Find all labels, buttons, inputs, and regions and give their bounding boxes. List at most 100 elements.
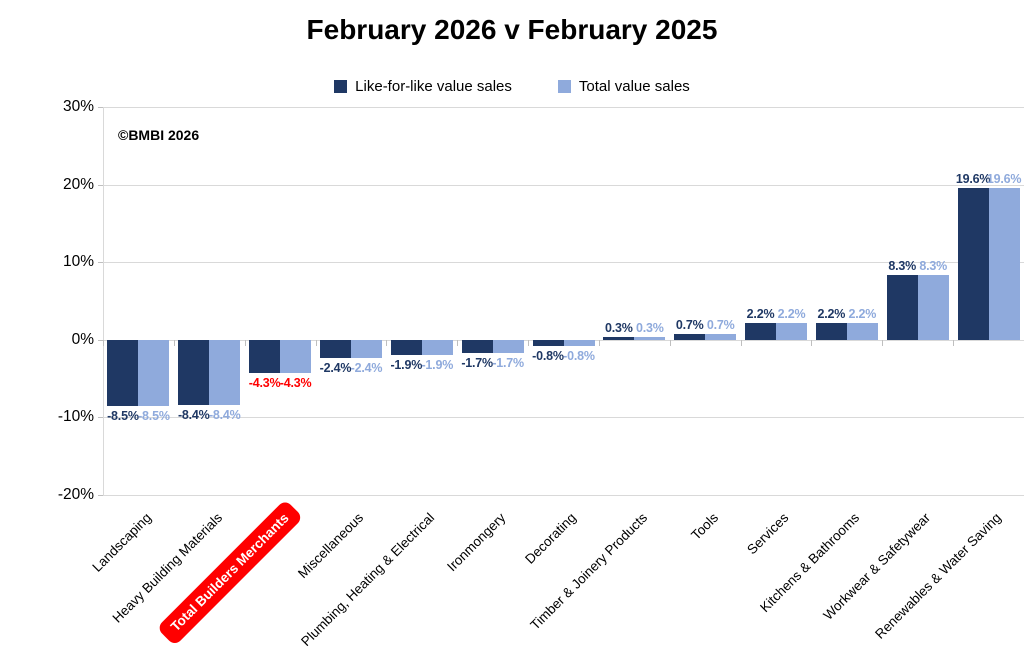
- bar-like-for-like: [815, 322, 847, 340]
- category-label: Services: [744, 510, 792, 558]
- bar-like-for-like: [249, 339, 281, 374]
- category-label: Timber & Joinery Products: [527, 510, 650, 633]
- y-axis-line: [103, 107, 104, 495]
- bar-like-for-like: [461, 339, 493, 353]
- data-label: 8.3%: [888, 259, 917, 274]
- bar-total: [988, 187, 1020, 340]
- bar-total: [350, 339, 382, 359]
- x-tick-mark: [244, 339, 246, 346]
- category-label: Plumbing, Heating & Electrical: [298, 510, 438, 650]
- legend-label-like-for-like: Like-for-like value sales: [355, 78, 512, 95]
- bar-like-for-like: [745, 322, 777, 340]
- y-tick-label: 20%: [62, 175, 94, 193]
- chart-title: February 2026 v February 2025: [306, 14, 718, 45]
- data-label: 19.6%: [986, 171, 1022, 186]
- x-tick-mark: [315, 339, 317, 346]
- data-label: -2.4%: [319, 361, 352, 376]
- data-label: 0.7%: [706, 318, 735, 333]
- y-tick-mark: [98, 107, 103, 108]
- gridline: [103, 262, 1024, 264]
- bar-total: [563, 339, 595, 346]
- category-label: Ironmongery: [444, 510, 509, 575]
- data-label: -4.3%: [279, 376, 312, 391]
- bar-like-for-like: [319, 339, 351, 359]
- bar-like-for-like: [178, 339, 210, 405]
- data-label: -8.5%: [138, 408, 170, 423]
- copyright-watermark: ©BMBI 2026: [118, 127, 200, 143]
- legend-swatch-total-icon: [557, 80, 571, 93]
- legend-swatch-like-for-like-icon: [334, 80, 348, 93]
- x-tick-mark: [882, 339, 884, 346]
- data-label: -8.5%: [107, 408, 139, 423]
- x-tick-mark: [386, 339, 388, 346]
- bar-like-for-like: [957, 187, 989, 340]
- legend-item-total: Total value sales: [557, 78, 690, 95]
- data-label: 2.2%: [848, 306, 877, 321]
- data-label: -0.8%: [563, 349, 595, 363]
- data-label: -1.7%: [492, 355, 524, 370]
- data-label: 19.6%: [955, 171, 991, 186]
- category-label: Decorating: [522, 510, 580, 567]
- data-label: -1.9%: [421, 357, 454, 372]
- y-tick-mark: [98, 339, 103, 341]
- y-tick-mark: [98, 495, 103, 496]
- data-label: -0.8%: [532, 349, 564, 363]
- category-label: Miscellaneous: [295, 510, 367, 582]
- bar-total: [776, 322, 808, 340]
- y-tick-label: 0%: [71, 330, 94, 348]
- category-label: Tools: [687, 510, 721, 543]
- x-tick-mark: [457, 339, 459, 346]
- bar-total: [209, 339, 241, 405]
- data-label: -1.9%: [390, 357, 423, 372]
- y-tick-mark: [98, 262, 103, 264]
- data-label: 0.3%: [604, 321, 633, 336]
- gridline: [103, 107, 1024, 108]
- data-label: -2.4%: [350, 361, 383, 376]
- x-tick-mark: [953, 339, 955, 346]
- bar-total: [917, 275, 949, 340]
- gridline: [103, 495, 1024, 496]
- bar-like-for-like: [603, 337, 635, 340]
- bar-like-for-like: [390, 339, 422, 355]
- bar-total: [138, 339, 170, 406]
- data-label: -8.4%: [177, 407, 210, 422]
- data-label: 0.7%: [675, 318, 704, 333]
- data-label: 8.3%: [919, 259, 948, 274]
- y-tick-label: -20%: [57, 486, 94, 503]
- bar-total: [705, 334, 737, 340]
- x-tick-mark: [598, 339, 600, 346]
- data-label: 2.2%: [746, 306, 775, 321]
- bar-like-for-like: [674, 334, 706, 340]
- x-tick-mark: [740, 339, 742, 346]
- data-label: -4.3%: [248, 376, 281, 391]
- y-tick-label: -10%: [57, 408, 94, 426]
- data-label: 2.2%: [817, 306, 846, 321]
- x-tick-mark: [103, 339, 104, 346]
- y-tick-mark: [98, 184, 103, 186]
- bar-total: [280, 339, 312, 374]
- data-label: 0.3%: [635, 321, 664, 336]
- bar-like-for-like: [532, 339, 564, 346]
- legend-label-total: Total value sales: [578, 78, 690, 95]
- bar-like-for-like: [107, 339, 139, 406]
- bar-total: [846, 322, 878, 340]
- legend: Like-for-like value sales Total value sa…: [0, 78, 1024, 95]
- y-tick-mark: [98, 417, 103, 419]
- data-label: 2.2%: [777, 306, 806, 321]
- x-tick-mark: [173, 339, 175, 346]
- y-tick-label: 10%: [62, 253, 94, 271]
- data-label: -8.4%: [208, 407, 241, 422]
- x-tick-mark: [669, 339, 671, 346]
- y-tick-label: 30%: [62, 98, 94, 115]
- gridline: [103, 417, 1024, 419]
- bar-like-for-like: [886, 275, 918, 340]
- legend-item-like-for-like: Like-for-like value sales: [334, 78, 512, 95]
- data-label: -1.7%: [461, 355, 493, 370]
- category-label: Renewables & Water Saving: [872, 510, 1005, 642]
- bar-total: [634, 337, 666, 340]
- category-label-highlight: Total Builders Merchants: [156, 499, 304, 647]
- x-tick-mark: [528, 339, 530, 346]
- gridline: [103, 184, 1024, 186]
- category-label: Landscaping: [89, 510, 155, 575]
